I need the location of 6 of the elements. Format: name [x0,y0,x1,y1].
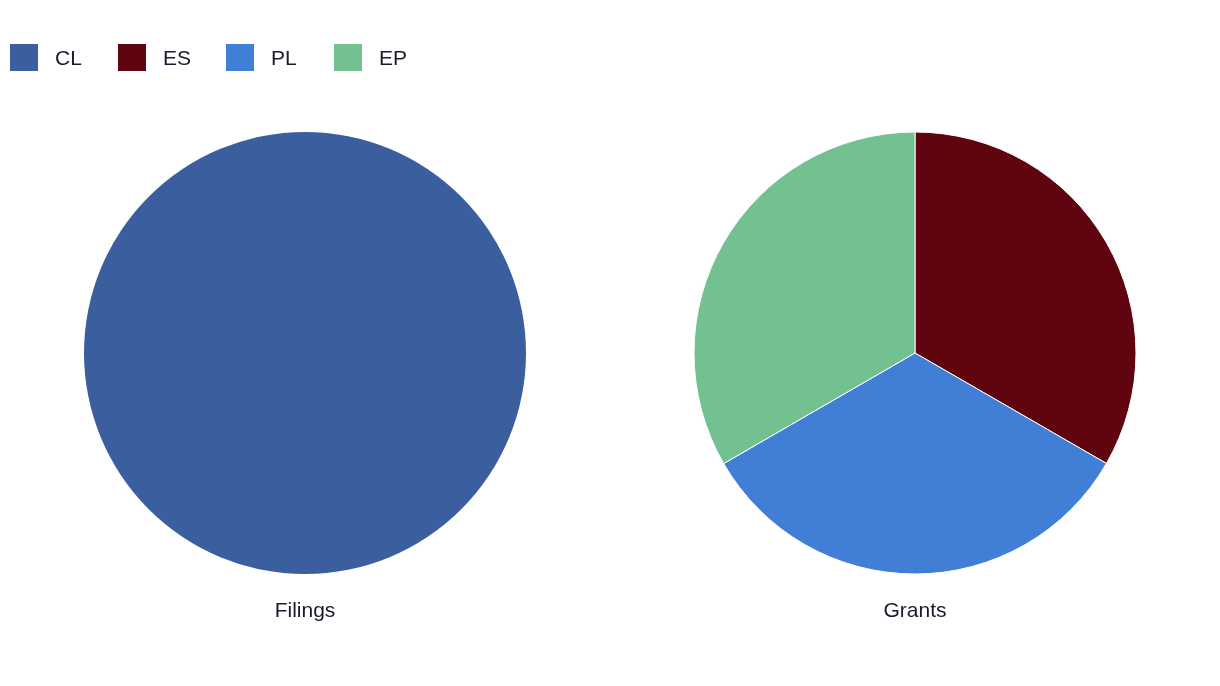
text: Filings [274,598,336,621]
legend-label: CL [55,46,82,69]
legend-label: ES [163,46,192,69]
legend-label: EP [379,46,408,69]
legend-label: PL [271,46,297,69]
text: Grants [883,598,947,621]
